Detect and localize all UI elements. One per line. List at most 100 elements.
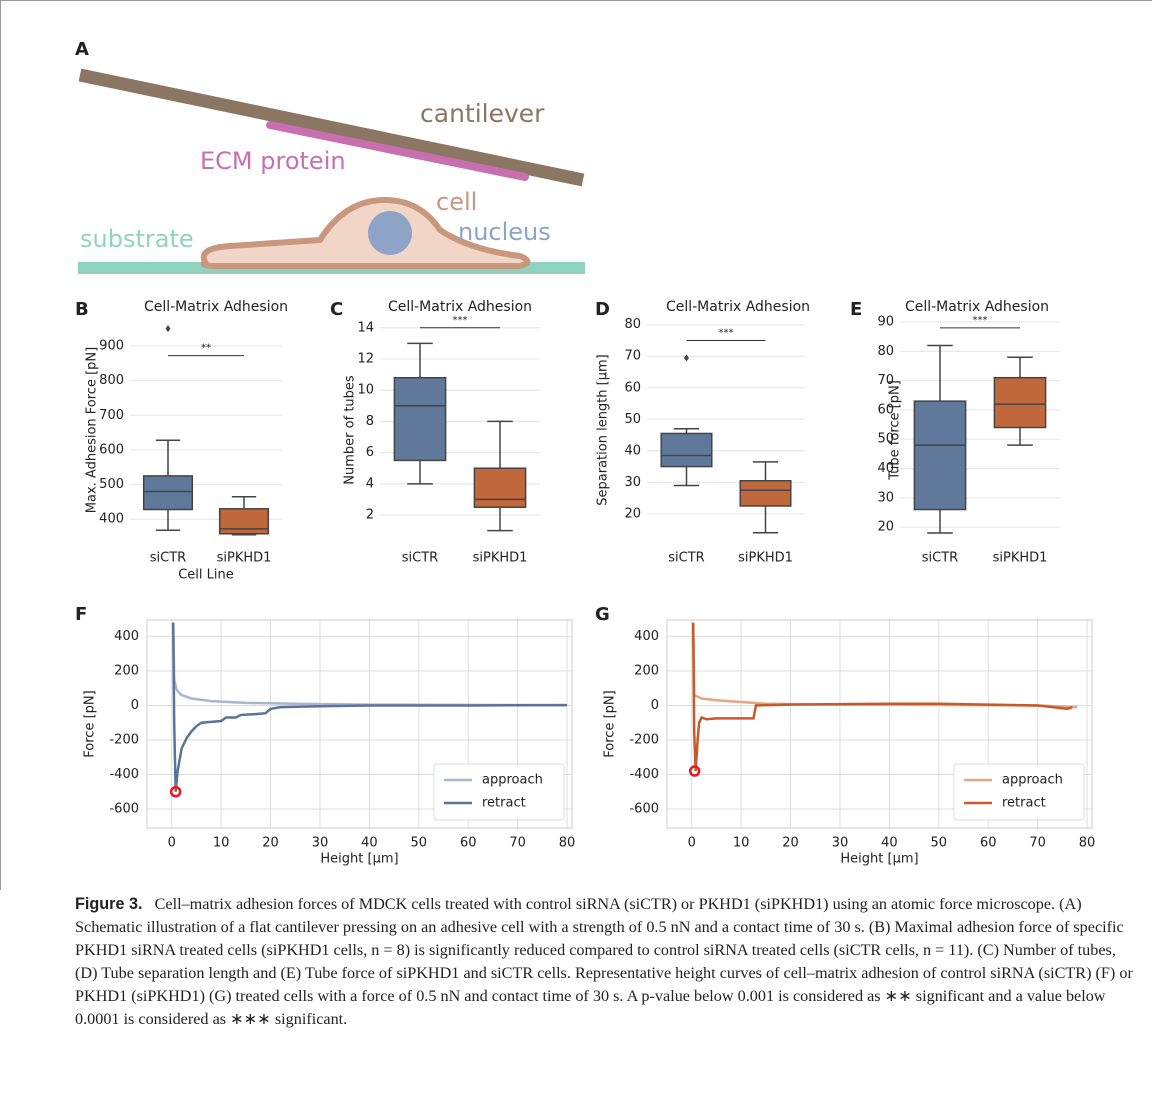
x-tick-label: 50 — [931, 836, 948, 851]
min-marker — [169, 786, 182, 798]
y-tick-label: 40 — [877, 461, 894, 476]
x-tick-label: 70 — [509, 836, 526, 851]
legend-label: retract — [482, 796, 526, 811]
box — [142, 475, 194, 511]
label: substrate — [80, 225, 194, 253]
chart-title: Cell-Matrix Adhesion — [666, 299, 810, 315]
plot-frame — [666, 619, 1093, 829]
y-tick-label: 80 — [624, 317, 641, 332]
y-tick-label: 70 — [624, 349, 641, 364]
x-tick-label: 10 — [213, 836, 230, 851]
x-tick-label: siPKHD1 — [993, 551, 1048, 566]
x-axis-label: Height [µm] — [320, 852, 398, 867]
y-tick-label: -600 — [629, 802, 659, 817]
y-tick-label: 700 — [99, 408, 124, 423]
panel-label: E — [850, 299, 862, 320]
schematic: cantilever ECM protein cell nucleus subs… — [78, 68, 585, 274]
y-tick-label: 2 — [366, 508, 374, 523]
x-tick-label: 70 — [1029, 836, 1046, 851]
y-axis-label: Tube force [pN] — [888, 380, 903, 481]
x-tick-label: 50 — [411, 836, 428, 851]
significance-label: *** — [719, 327, 734, 338]
chart-title: Cell-Matrix Adhesion — [144, 299, 288, 315]
legend-label: approach — [482, 773, 543, 788]
y-tick-label: 80 — [877, 344, 894, 359]
outlier — [684, 354, 689, 362]
box — [993, 376, 1047, 429]
x-tick-label: 20 — [782, 836, 799, 851]
y-tick-label: 50 — [624, 412, 641, 427]
plot-frame — [146, 619, 573, 829]
ecm-protein — [266, 121, 529, 181]
chart-title: Cell-Matrix Adhesion — [905, 299, 1049, 315]
caption-label: Figure 3. — [75, 895, 143, 913]
y-tick-label: 400 — [634, 629, 659, 644]
significance-label: ** — [201, 343, 211, 354]
y-tick-label: 14 — [357, 320, 374, 335]
significance-label: *** — [453, 315, 468, 326]
y-tick-label: -400 — [629, 767, 659, 782]
x-tick-label: siCTR — [668, 551, 704, 566]
box — [739, 479, 792, 507]
legend — [953, 763, 1085, 821]
nucleus — [368, 211, 412, 255]
y-tick-label: 90 — [877, 315, 894, 330]
y-tick-label: 8 — [366, 414, 374, 429]
y-tick-label: 30 — [877, 490, 894, 505]
panel-label: G — [595, 604, 610, 625]
y-tick-label: -200 — [109, 732, 139, 747]
label: ECM protein — [200, 147, 346, 175]
y-tick-label: 60 — [624, 380, 641, 395]
line — [691, 622, 1073, 772]
label: cell — [436, 188, 477, 216]
y-tick-label: 50 — [877, 432, 894, 447]
y-tick-label: 200 — [114, 663, 139, 678]
legend-label: approach — [1002, 773, 1063, 788]
outlier — [165, 325, 171, 333]
x-tick-label: siPKHD1 — [217, 551, 272, 566]
panel-label: B — [75, 299, 89, 320]
y-axis-label: Force [pN] — [603, 690, 618, 757]
box — [913, 400, 967, 511]
y-axis-label: Number of tubes — [343, 375, 358, 485]
y-tick-label: -200 — [629, 732, 659, 747]
box — [393, 376, 447, 462]
y-tick-label: 400 — [99, 512, 124, 527]
panel-label: A — [75, 39, 89, 60]
y-tick-label: 20 — [877, 520, 894, 535]
x-tick-label: 80 — [559, 836, 576, 851]
x-tick-label: siPKHD1 — [473, 551, 528, 566]
caption: Figure 3. Cell–matrix adhesion forces of… — [75, 893, 1140, 1031]
y-tick-label: 70 — [877, 373, 894, 388]
cell — [200, 196, 531, 269]
caption-text: Cell–matrix adhesion forces of MDCK cell… — [75, 895, 1133, 1028]
x-tick-label: 80 — [1079, 836, 1096, 851]
y-tick-label: 0 — [131, 698, 139, 713]
y-tick-label: 40 — [624, 443, 641, 458]
x-axis-label: Cell Line — [178, 568, 234, 583]
y-tick-label: 0 — [651, 698, 659, 713]
x-tick-label: 0 — [688, 836, 696, 851]
line — [171, 622, 568, 792]
y-tick-label: 6 — [366, 445, 374, 460]
x-tick-label: 40 — [361, 836, 378, 851]
box — [218, 508, 270, 535]
y-tick-label: 400 — [114, 629, 139, 644]
y-tick-label: 12 — [357, 352, 374, 367]
y-axis-label: Force [pN] — [83, 690, 98, 757]
x-tick-label: 60 — [460, 836, 477, 851]
min-marker — [688, 765, 701, 777]
x-tick-label: 30 — [832, 836, 849, 851]
y-tick-label: 60 — [877, 402, 894, 417]
x-tick-label: 60 — [980, 836, 997, 851]
x-tick-label: 0 — [168, 836, 176, 851]
box — [660, 432, 713, 468]
y-tick-label: 30 — [624, 475, 641, 490]
y-tick-label: 4 — [366, 476, 374, 491]
significance-label: *** — [973, 315, 988, 326]
y-tick-label: 600 — [99, 442, 124, 457]
panel-label: D — [595, 299, 610, 320]
y-tick-label: 500 — [99, 477, 124, 492]
